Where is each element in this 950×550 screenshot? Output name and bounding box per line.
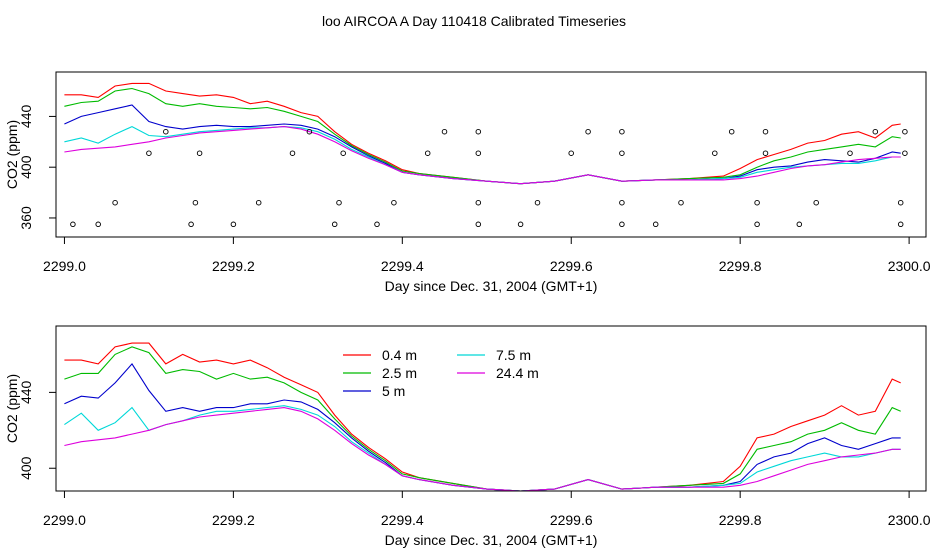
series-lines bbox=[64, 342, 901, 492]
marker-point bbox=[340, 150, 346, 156]
x-axis: 2299.0 2299.2 2299.4 2299.6 2299.8 2300.0 bbox=[43, 236, 931, 274]
marker-point bbox=[475, 199, 482, 206]
marker-point bbox=[424, 150, 431, 156]
marker-point bbox=[163, 128, 169, 135]
marker-point bbox=[902, 128, 908, 135]
x-tick-label: 2300.0 bbox=[888, 258, 931, 274]
legend: 0.4 m 2.5 m 5 m 7.5 m 24.4 m bbox=[343, 347, 539, 399]
marker-point bbox=[813, 199, 819, 206]
x-tick-label: 2299.6 bbox=[550, 258, 593, 274]
marker-point bbox=[95, 221, 101, 228]
x-tick-label: 2299.2 bbox=[212, 512, 255, 528]
marker-point bbox=[517, 221, 524, 228]
x-axis: 2299.0 2299.2 2299.4 2299.6 2299.8 2300.0 bbox=[43, 490, 931, 528]
marker-point bbox=[847, 150, 853, 156]
x-tick-label: 2299.0 bbox=[43, 258, 86, 274]
marker-points bbox=[70, 128, 908, 228]
marker-point bbox=[146, 150, 152, 156]
series-line-0 bbox=[64, 82, 901, 185]
chart-panel-top: 2299.0 2299.2 2299.4 2299.6 2299.8 2300.0 360… bbox=[4, 71, 931, 294]
y-tick-label: 400 bbox=[18, 456, 34, 480]
y-tick-label: 440 bbox=[18, 380, 34, 404]
series-line-3 bbox=[64, 405, 901, 492]
legend-label-1: 2.5 m bbox=[382, 365, 417, 381]
figure-title: loo AIRCOA A Day 110418 Calibrated Times… bbox=[322, 13, 626, 29]
plot-frame bbox=[55, 71, 927, 238]
marker-point bbox=[762, 128, 769, 135]
marker-point bbox=[902, 150, 908, 156]
y-axis: 360 400 440 bbox=[18, 105, 57, 230]
marker-point bbox=[534, 199, 541, 206]
marker-point bbox=[475, 150, 482, 156]
x-tick-label: 2299.0 bbox=[43, 512, 86, 528]
marker-point bbox=[619, 221, 625, 228]
marker-point bbox=[897, 221, 904, 228]
legend-label-0: 0.4 m bbox=[382, 347, 417, 363]
marker-point bbox=[585, 128, 591, 135]
marker-point bbox=[619, 199, 625, 206]
series-line-4 bbox=[64, 407, 901, 492]
x-tick-label: 2299.6 bbox=[550, 512, 593, 528]
marker-point bbox=[619, 150, 625, 156]
marker-point bbox=[475, 128, 482, 135]
marker-point bbox=[872, 128, 879, 135]
marker-point bbox=[568, 150, 574, 156]
marker-point bbox=[391, 199, 397, 206]
y-axis-label: CO2 (ppm) bbox=[4, 120, 20, 189]
series-line-3 bbox=[64, 125, 901, 185]
x-tick-label: 2299.4 bbox=[381, 258, 424, 274]
marker-point bbox=[336, 199, 342, 206]
marker-point bbox=[188, 221, 194, 228]
marker-point bbox=[678, 199, 684, 206]
marker-point bbox=[70, 221, 76, 228]
y-axis-label: CO2 (ppm) bbox=[4, 374, 20, 443]
marker-point bbox=[754, 199, 760, 206]
y-tick-label: 440 bbox=[18, 105, 34, 129]
marker-point bbox=[619, 128, 625, 135]
marker-point bbox=[762, 150, 769, 156]
series-line-1 bbox=[64, 346, 901, 492]
marker-point bbox=[475, 221, 482, 228]
x-axis-label: Day since Dec. 31, 2004 (GMT+1) bbox=[385, 532, 598, 548]
x-axis-label: Day since Dec. 31, 2004 (GMT+1) bbox=[385, 278, 598, 294]
chart-panel-bottom: 2299.0 2299.2 2299.4 2299.6 2299.8 2300.0 400… bbox=[4, 325, 931, 548]
marker-point bbox=[712, 150, 718, 156]
marker-point bbox=[652, 221, 659, 228]
legend-label-3: 7.5 m bbox=[496, 347, 531, 363]
marker-point bbox=[306, 128, 313, 135]
marker-point bbox=[230, 221, 237, 228]
series-line-0 bbox=[64, 342, 901, 492]
series-line-1 bbox=[64, 87, 901, 185]
marker-point bbox=[897, 199, 904, 206]
marker-point bbox=[192, 199, 199, 206]
marker-point bbox=[728, 128, 735, 135]
marker-point bbox=[289, 150, 296, 156]
x-tick-label: 2299.4 bbox=[381, 512, 424, 528]
legend-label-4: 24.4 m bbox=[496, 365, 539, 381]
y-axis: 400 440 bbox=[18, 380, 57, 480]
y-tick-label: 400 bbox=[18, 155, 34, 179]
marker-point bbox=[441, 128, 448, 135]
series-line-2 bbox=[64, 362, 901, 492]
marker-point bbox=[196, 150, 203, 156]
x-tick-label: 2300.0 bbox=[888, 512, 931, 528]
x-tick-label: 2299.2 bbox=[212, 258, 255, 274]
series-lines bbox=[64, 82, 901, 185]
marker-point bbox=[255, 199, 262, 206]
marker-point bbox=[331, 221, 338, 228]
y-tick-label: 360 bbox=[18, 206, 34, 230]
marker-point bbox=[112, 199, 118, 206]
series-line-4 bbox=[64, 126, 901, 185]
marker-point bbox=[796, 221, 803, 228]
x-tick-label: 2299.8 bbox=[719, 258, 762, 274]
legend-label-2: 5 m bbox=[382, 383, 405, 399]
x-tick-label: 2299.8 bbox=[719, 512, 762, 528]
marker-point bbox=[754, 221, 760, 228]
marker-point bbox=[374, 221, 380, 228]
